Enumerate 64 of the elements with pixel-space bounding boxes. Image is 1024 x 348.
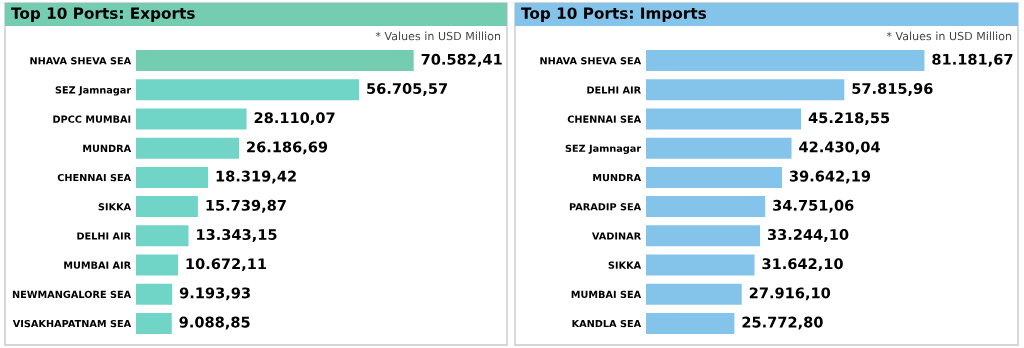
data-label: 9.193,93 <box>179 287 250 301</box>
y-tick-label: MUMBAI SEA <box>571 290 642 299</box>
y-tick-label: MUNDRA <box>593 174 642 182</box>
y-tick-label: PARADIP SEA <box>569 203 642 211</box>
bar <box>646 79 845 101</box>
data-label: 56.705,57 <box>367 83 447 96</box>
y-tick-label: SIKKA <box>608 261 642 269</box>
data-label: 81.181,67 <box>932 53 1013 67</box>
data-label: 25.772,80 <box>742 316 823 330</box>
y-tick-label: DPCC MUMBAI <box>53 115 131 123</box>
data-label: 10.672,11 <box>186 258 267 272</box>
y-tick-label: NEWMANGALORE SEA <box>12 290 132 299</box>
bar <box>646 225 761 247</box>
data-label: 39.642,19 <box>789 170 871 184</box>
data-label: 18.319,42 <box>216 170 296 184</box>
data-label: 31.642,10 <box>762 258 843 272</box>
data-label: 13.343,15 <box>197 229 277 242</box>
y-tick-label: DELHI AIR <box>587 86 641 94</box>
bar <box>646 50 925 72</box>
bar <box>646 108 802 130</box>
chart-title: Top 10 Ports: Imports <box>521 7 707 22</box>
y-tick-label: SEZ Jamnagar <box>55 86 132 96</box>
y-tick-label: NHAVA SHEVA SEA <box>30 57 132 65</box>
y-tick-label: MUMBAI AIR <box>64 261 131 269</box>
data-label: 9.088,85 <box>179 316 250 330</box>
y-tick-label: VADINAR <box>591 232 641 240</box>
bar <box>136 79 360 101</box>
data-label: 26.186,69 <box>247 141 328 155</box>
bar <box>646 196 766 218</box>
y-tick-label: KANDLA SEA <box>572 319 642 328</box>
y-tick-label: SIKKA <box>98 203 132 211</box>
y-tick-label: SEZ Jamnagar <box>565 144 642 154</box>
text: * Values in USD Million <box>886 31 1012 41</box>
data-label: 57.815,96 <box>852 83 933 96</box>
bar <box>136 312 172 334</box>
y-tick-label: VISAKHAPATNAM SEA <box>12 319 132 328</box>
y-tick-label: CHENNAI SEA <box>567 115 642 123</box>
bar <box>136 50 414 72</box>
data-label: 15.739,87 <box>206 199 286 213</box>
bar <box>136 108 247 130</box>
bar <box>646 312 735 334</box>
bar <box>646 166 782 188</box>
bar <box>136 196 198 218</box>
bar <box>646 283 742 305</box>
bar <box>136 166 209 188</box>
text: * Values in USD Million <box>375 31 501 41</box>
bar <box>136 225 189 247</box>
data-label: 27.916,10 <box>749 287 831 301</box>
y-tick-label: MUNDRA <box>83 144 132 153</box>
data-label: 42.430,04 <box>799 141 880 155</box>
chart-title: Top 10 Ports: Exports <box>11 7 195 22</box>
bar <box>136 283 173 305</box>
data-label: 45.218,55 <box>808 112 890 126</box>
bar <box>136 137 240 159</box>
bar <box>646 137 792 159</box>
data-label: 28.110,07 <box>254 112 335 126</box>
y-tick-label: CHENNAI SEA <box>57 173 132 182</box>
data-label: 34.751,06 <box>773 199 854 213</box>
data-label: 33.244,10 <box>767 229 849 242</box>
y-tick-label: DELHI AIR <box>77 232 131 240</box>
bar <box>646 254 755 276</box>
y-tick-label: NHAVA SHEVA SEA <box>540 57 642 65</box>
bar <box>136 254 178 276</box>
data-label: 70.582,41 <box>421 53 502 67</box>
